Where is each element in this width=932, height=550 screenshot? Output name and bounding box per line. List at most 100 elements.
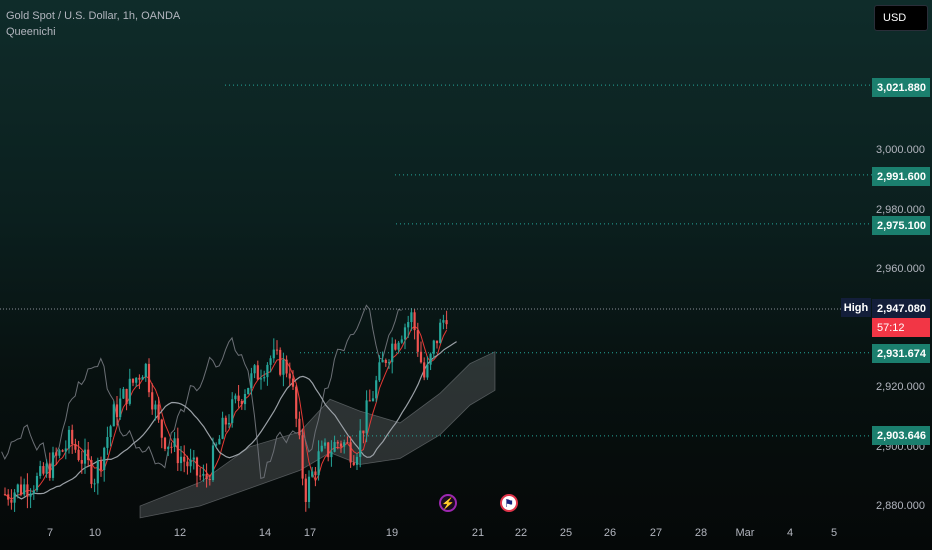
candle-body — [55, 452, 58, 456]
candle-body — [183, 456, 186, 462]
candle-body — [359, 430, 362, 457]
level-lines — [225, 84, 872, 437]
candle-body — [381, 359, 384, 363]
high-tag: High — [841, 298, 871, 317]
candle-body — [327, 442, 330, 458]
price-tick: 2,960.000 — [876, 263, 925, 275]
candle-body — [221, 417, 224, 439]
candle-body — [288, 373, 291, 379]
currency-button[interactable]: USD — [874, 5, 928, 31]
countdown-label: 57:12 — [872, 318, 930, 337]
candle-body — [352, 462, 355, 465]
candle-body — [362, 430, 365, 434]
candle-body — [378, 362, 381, 381]
candle-body — [394, 343, 397, 350]
candle-body — [240, 400, 243, 405]
indicator-name[interactable]: Queenichi — [6, 26, 56, 38]
candle-body — [61, 450, 64, 452]
candle-body — [250, 373, 253, 389]
candle-body — [211, 445, 215, 480]
candle-body — [253, 365, 256, 374]
candle-body — [317, 451, 320, 476]
level-label: 3,021.880 — [872, 78, 930, 97]
candle-body — [157, 404, 160, 420]
candle-body — [144, 363, 147, 378]
time-tick: 4 — [786, 527, 794, 539]
candle-body — [83, 449, 87, 464]
candle-body — [333, 442, 336, 452]
candle-body — [272, 349, 275, 359]
candle-body — [266, 364, 269, 378]
high-price-label: 2,947.080 — [872, 299, 930, 318]
candle-body — [311, 471, 314, 477]
candle-body — [291, 378, 295, 387]
candle-body — [442, 320, 445, 323]
candle-body — [58, 450, 61, 456]
time-tick: 10 — [88, 527, 102, 539]
candle-body — [282, 359, 285, 375]
time-tick: 22 — [514, 527, 528, 539]
lightning-event-icon[interactable]: ⚡ — [439, 494, 457, 512]
candle-body — [186, 461, 189, 467]
time-tick: Mar — [735, 527, 755, 539]
candle-body — [141, 377, 144, 380]
candle-body — [74, 443, 77, 450]
us-flag-event-icon[interactable]: ⚑ — [500, 494, 518, 512]
candle-body — [32, 490, 35, 494]
candle-body — [375, 380, 378, 399]
candle-body — [371, 398, 375, 401]
candle-body — [339, 443, 343, 447]
chart-legend: Gold Spot / U.S. Dollar, 1h, OANDA Queen… — [6, 8, 180, 40]
time-tick: 21 — [471, 527, 485, 539]
candle-body — [51, 452, 55, 478]
candle-body — [135, 377, 138, 383]
level-label: 2,931.674 — [872, 344, 930, 363]
level-label: 2,903.646 — [872, 426, 930, 445]
candle-body — [19, 484, 23, 495]
candle-body — [115, 404, 119, 418]
price-tick: 3,000.000 — [876, 144, 925, 156]
candle-body — [160, 419, 163, 438]
candle-body — [147, 363, 151, 393]
candle-body — [176, 438, 179, 464]
time-tick: 28 — [694, 527, 708, 539]
lagging-line — [1, 304, 402, 480]
candle-body — [131, 378, 135, 383]
candle-body — [285, 359, 288, 374]
candle-body — [355, 456, 359, 465]
candle-body — [224, 417, 227, 425]
candle-body — [122, 388, 125, 399]
candle-body — [426, 364, 429, 378]
candle-body — [410, 312, 413, 323]
candle-body — [304, 478, 307, 502]
candle-body — [403, 327, 407, 340]
cloud-band — [139, 351, 496, 519]
candle-body — [301, 435, 304, 479]
candles — [3, 308, 448, 512]
time-tick: 27 — [649, 527, 663, 539]
candle-body — [199, 475, 202, 477]
level-label: 2,975.100 — [872, 216, 930, 235]
candle-body — [231, 399, 234, 423]
candle-body — [208, 479, 211, 481]
candle-body — [445, 320, 448, 325]
candle-body — [263, 377, 266, 379]
candle-body — [96, 460, 99, 484]
candle-body — [423, 362, 426, 378]
symbol-title: Gold Spot / U.S. Dollar, 1h, OANDA — [6, 10, 181, 22]
candle-body — [275, 349, 279, 351]
candle-body — [218, 438, 221, 445]
candle-body — [128, 378, 131, 404]
candle-body — [189, 459, 192, 467]
candle-body — [346, 442, 349, 444]
candle-body — [279, 349, 282, 375]
candle-body — [215, 444, 218, 446]
candle-body — [435, 340, 439, 344]
candle-body — [151, 392, 154, 410]
candle-body — [112, 404, 115, 427]
candle-body — [429, 353, 432, 365]
candle-body — [368, 400, 371, 402]
candle-body — [323, 442, 327, 446]
candle-body — [71, 429, 74, 444]
